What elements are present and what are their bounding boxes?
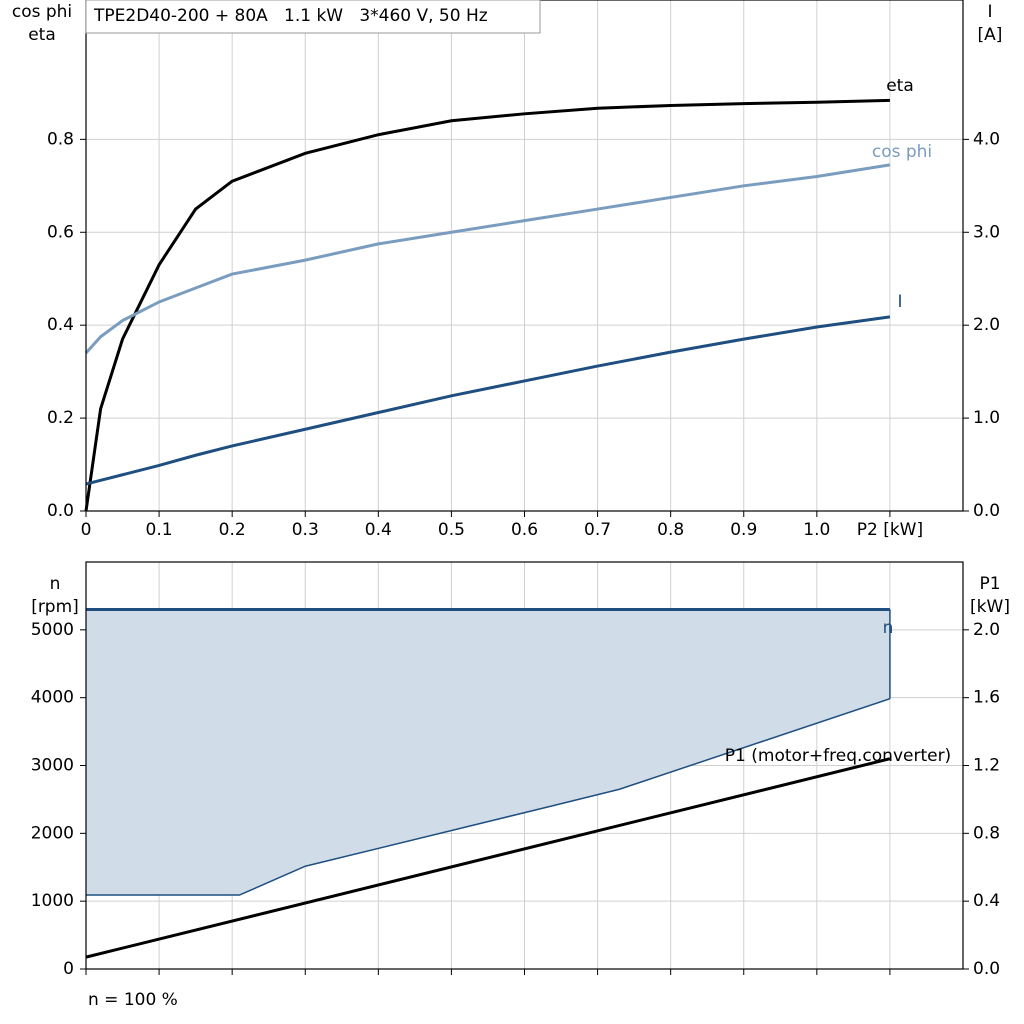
y2-tick-label: 0.0 <box>973 959 1000 979</box>
footnote: n = 100 % <box>88 990 178 1010</box>
title-box <box>85 0 541 34</box>
y-tick-label: 5000 <box>31 620 74 640</box>
y2-axis-label: [kW] <box>970 597 1010 617</box>
series-line <box>84 163 891 355</box>
series-line <box>85 315 891 486</box>
y-tick-label: 2000 <box>31 823 74 843</box>
y2-axis-label: P1 <box>979 574 1000 594</box>
y2-tick-label: 0.4 <box>973 891 1000 911</box>
y-axis-label: eta <box>28 25 56 45</box>
x-tick-label: P2 [kW] <box>857 520 923 540</box>
y-tick-label: 3000 <box>31 756 74 776</box>
y2-tick-label: 1.2 <box>973 756 1000 776</box>
series-label: cos phi <box>872 142 932 162</box>
y2-tick-label: 0.0 <box>973 501 1000 521</box>
y-tick-label: 0.8 <box>47 129 74 149</box>
plot-frame <box>85 561 964 970</box>
y-tick-label: 0.4 <box>47 315 74 335</box>
series-line <box>85 757 891 959</box>
x-tick-label: 0.6 <box>511 520 538 540</box>
series-label: I <box>897 292 902 312</box>
x-tick-label: 0.2 <box>219 520 246 540</box>
y2-tick-label: 0.8 <box>973 823 1000 843</box>
plot-frame <box>85 0 964 512</box>
range-area <box>86 609 890 896</box>
y-axis-label: n <box>50 574 61 594</box>
y-tick-label: 0.2 <box>47 408 74 428</box>
y2-tick-label: 2.0 <box>973 620 1000 640</box>
chart-title: TPE2D40-200 + 80A 1.1 kW 3*460 V, 50 Hz <box>93 6 488 26</box>
x-tick-label: 0.3 <box>292 520 319 540</box>
series-line <box>84 98 890 512</box>
x-tick-label: 0.5 <box>438 520 465 540</box>
y2-tick-label: 1.6 <box>973 688 1000 708</box>
y-axis-label: cos phi <box>12 2 72 22</box>
y-tick-label: 4000 <box>31 688 74 708</box>
y2-tick-label: 3.0 <box>973 222 1000 242</box>
y2-tick-label: 2.0 <box>973 315 1000 335</box>
y-tick-label: 0.6 <box>47 222 74 242</box>
series-label: n <box>883 618 894 638</box>
y2-axis-label: I <box>987 2 992 22</box>
series-label: eta <box>886 76 914 96</box>
y-tick-label: 0 <box>63 959 74 979</box>
y2-axis-label: [A] <box>978 25 1003 45</box>
x-tick-label: 0.8 <box>657 520 684 540</box>
x-tick-label: 0.4 <box>365 520 392 540</box>
series-line <box>86 697 891 896</box>
x-tick-label: 0.1 <box>146 520 173 540</box>
y2-tick-label: 4.0 <box>973 129 1000 149</box>
series-label: P1 (motor+freq.converter) <box>725 746 951 766</box>
x-tick-label: 1.0 <box>803 520 830 540</box>
y2-tick-label: 1.0 <box>973 408 1000 428</box>
y-tick-label: 1000 <box>31 891 74 911</box>
y-axis-label: [rpm] <box>31 597 79 617</box>
x-tick-label: 0.9 <box>730 520 757 540</box>
x-tick-label: 0 <box>81 520 92 540</box>
x-tick-label: 0.7 <box>584 520 611 540</box>
y-tick-label: 0.0 <box>47 501 74 521</box>
